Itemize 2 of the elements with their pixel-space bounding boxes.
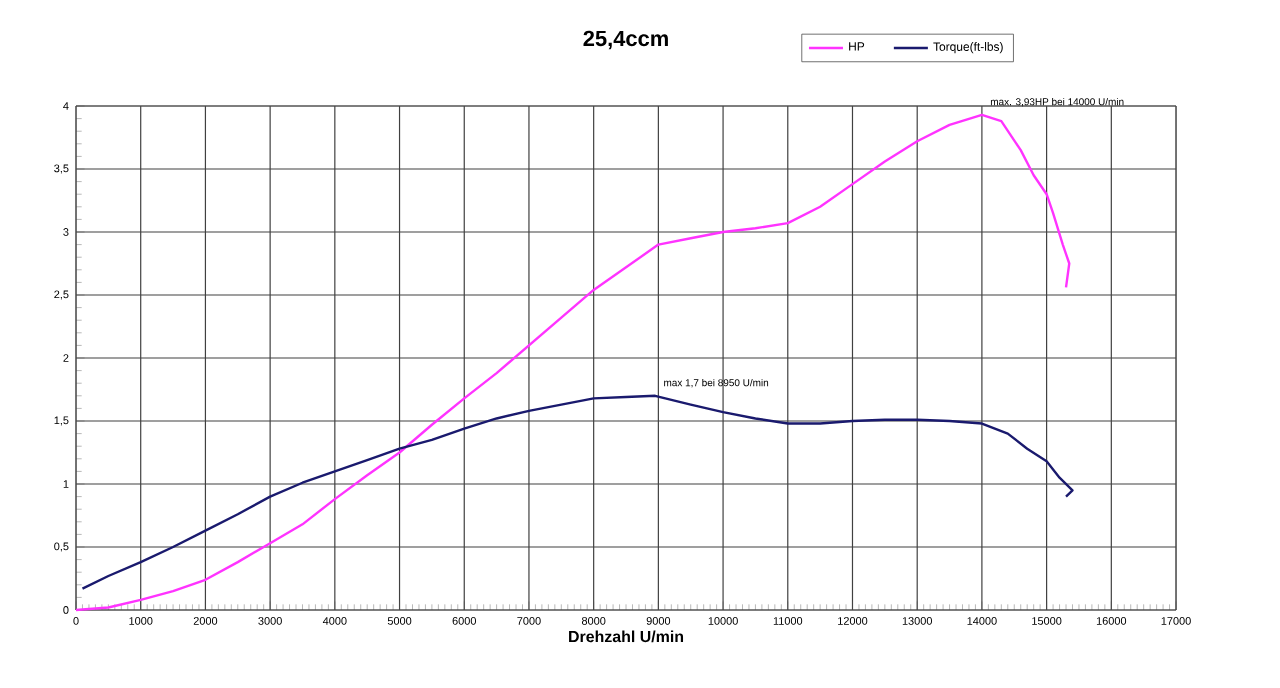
chart-title: 25,4ccm — [583, 30, 668, 50]
line-series — [81, 394, 1074, 590]
